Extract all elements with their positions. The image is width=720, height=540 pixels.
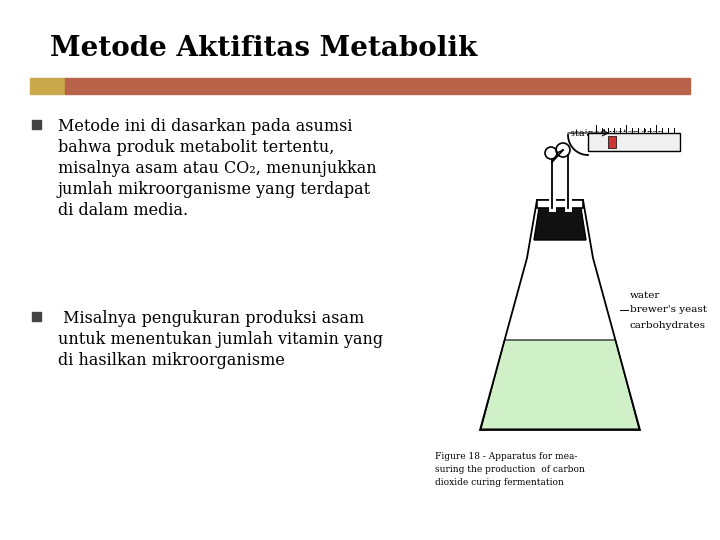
Text: di hasilkan mikroorganisme: di hasilkan mikroorganisme bbox=[58, 352, 285, 369]
Text: bahwa produk metabolit tertentu,: bahwa produk metabolit tertentu, bbox=[58, 139, 334, 156]
Bar bbox=[608, 136, 616, 148]
Text: jumlah mikroorganisme yang terdapat: jumlah mikroorganisme yang terdapat bbox=[58, 181, 371, 198]
Bar bbox=[537, 200, 583, 208]
Bar bbox=[32, 312, 41, 321]
Text: Metode Aktifitas Metabolik: Metode Aktifitas Metabolik bbox=[50, 35, 477, 62]
Text: di dalam media.: di dalam media. bbox=[58, 202, 188, 219]
Text: dioxide curing fermentation: dioxide curing fermentation bbox=[435, 478, 564, 487]
Bar bbox=[30, 78, 65, 94]
Bar bbox=[65, 78, 690, 94]
Text: Figure 18 - Apparatus for mea-: Figure 18 - Apparatus for mea- bbox=[435, 452, 577, 461]
Text: Misalnya pengukuran produksi asam: Misalnya pengukuran produksi asam bbox=[58, 310, 364, 327]
Text: suring the production  of carbon: suring the production of carbon bbox=[435, 465, 585, 474]
Text: untuk menentukan jumlah vitamin yang: untuk menentukan jumlah vitamin yang bbox=[58, 331, 383, 348]
Text: Metode ini di dasarkan pada asumsi: Metode ini di dasarkan pada asumsi bbox=[58, 118, 353, 135]
Text: carbohydrates: carbohydrates bbox=[630, 321, 706, 329]
Polygon shape bbox=[534, 208, 586, 240]
Bar bbox=[32, 120, 41, 129]
Text: stained water drop: stained water drop bbox=[570, 129, 664, 138]
Text: misalnya asam atau CO₂, menunjukkan: misalnya asam atau CO₂, menunjukkan bbox=[58, 160, 377, 177]
Polygon shape bbox=[481, 340, 639, 429]
Bar bbox=[588, 133, 680, 151]
Text: water: water bbox=[630, 291, 660, 300]
Text: brewer's yeast: brewer's yeast bbox=[630, 306, 707, 314]
